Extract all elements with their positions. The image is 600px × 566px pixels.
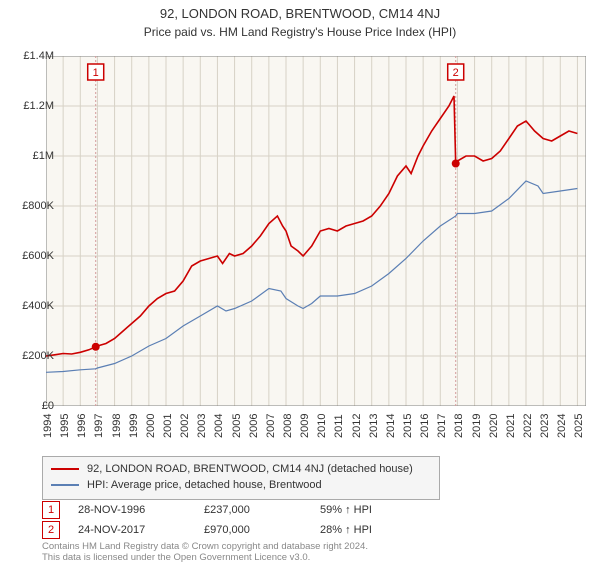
x-tick-label: 2002: [179, 414, 191, 438]
x-tick-label: 1996: [76, 414, 88, 438]
x-tick-label: 2001: [162, 414, 174, 438]
x-tick-label: 2021: [505, 414, 517, 438]
x-tick-label: 2025: [573, 414, 585, 438]
svg-text:1: 1: [93, 67, 99, 79]
svg-text:2: 2: [453, 67, 459, 79]
sale-date: 28-NOV-1996: [66, 504, 198, 516]
y-tick-label: £600K: [22, 250, 54, 262]
legend: 92, LONDON ROAD, BRENTWOOD, CM14 4NJ (de…: [42, 456, 440, 500]
x-tick-label: 1997: [93, 414, 105, 438]
x-tick-label: 2013: [368, 414, 380, 438]
chart: 12: [46, 56, 586, 406]
page-title: 92, LONDON ROAD, BRENTWOOD, CM14 4NJ: [0, 6, 600, 21]
footer-line-2: This data is licensed under the Open Gov…: [42, 553, 368, 564]
x-tick-label: 2004: [213, 414, 225, 438]
legend-swatch: [51, 468, 79, 470]
y-tick-label: £400K: [22, 300, 54, 312]
y-tick-label: £800K: [22, 200, 54, 212]
sale-price: £970,000: [204, 524, 314, 536]
y-tick-label: £1M: [33, 150, 54, 162]
table-row: 1 28-NOV-1996 £237,000 59% ↑ HPI: [42, 500, 440, 520]
x-tick-label: 2003: [196, 414, 208, 438]
legend-item-hpi: HPI: Average price, detached house, Bren…: [51, 477, 431, 493]
sale-delta: 59% ↑ HPI: [320, 504, 440, 516]
y-tick-label: £0: [42, 400, 54, 412]
x-tick-label: 2012: [351, 414, 363, 438]
x-tick-label: 2010: [316, 414, 328, 438]
chart-svg: 12: [46, 56, 586, 406]
x-tick-label: 2007: [265, 414, 277, 438]
sale-price: £237,000: [204, 504, 314, 516]
y-tick-label: £1.4M: [23, 50, 54, 62]
x-tick-label: 1999: [128, 414, 140, 438]
event-marker-1: 1: [42, 501, 60, 519]
event-marker-2: 2: [42, 521, 60, 539]
x-tick-label: 2000: [145, 414, 157, 438]
legend-label: HPI: Average price, detached house, Bren…: [87, 479, 322, 491]
x-tick-label: 1995: [59, 414, 71, 438]
x-tick-label: 2005: [231, 414, 243, 438]
x-tick-label: 1998: [111, 414, 123, 438]
x-tick-label: 2016: [419, 414, 431, 438]
legend-label: 92, LONDON ROAD, BRENTWOOD, CM14 4NJ (de…: [87, 463, 413, 475]
footer: Contains HM Land Registry data © Crown c…: [42, 542, 368, 564]
legend-item-property: 92, LONDON ROAD, BRENTWOOD, CM14 4NJ (de…: [51, 461, 431, 477]
x-tick-label: 2015: [402, 414, 414, 438]
page-subtitle: Price paid vs. HM Land Registry's House …: [0, 25, 600, 39]
sale-date: 24-NOV-2017: [66, 524, 198, 536]
sales-table: 1 28-NOV-1996 £237,000 59% ↑ HPI 2 24-NO…: [42, 500, 440, 540]
x-tick-label: 2023: [539, 414, 551, 438]
y-tick-label: £200K: [22, 350, 54, 362]
x-tick-label: 2017: [436, 414, 448, 438]
x-tick-label: 2018: [453, 414, 465, 438]
x-tick-label: 2020: [488, 414, 500, 438]
y-tick-label: £1.2M: [23, 100, 54, 112]
legend-swatch: [51, 484, 79, 486]
x-tick-label: 2022: [522, 414, 534, 438]
x-tick-label: 2011: [333, 414, 345, 438]
x-tick-label: 1994: [42, 414, 54, 438]
table-row: 2 24-NOV-2017 £970,000 28% ↑ HPI: [42, 520, 440, 540]
x-tick-label: 2019: [471, 414, 483, 438]
x-tick-label: 2008: [282, 414, 294, 438]
x-tick-label: 2009: [299, 414, 311, 438]
sale-delta: 28% ↑ HPI: [320, 524, 440, 536]
x-tick-label: 2024: [556, 414, 568, 438]
x-tick-label: 2014: [385, 414, 397, 438]
x-tick-label: 2006: [248, 414, 260, 438]
